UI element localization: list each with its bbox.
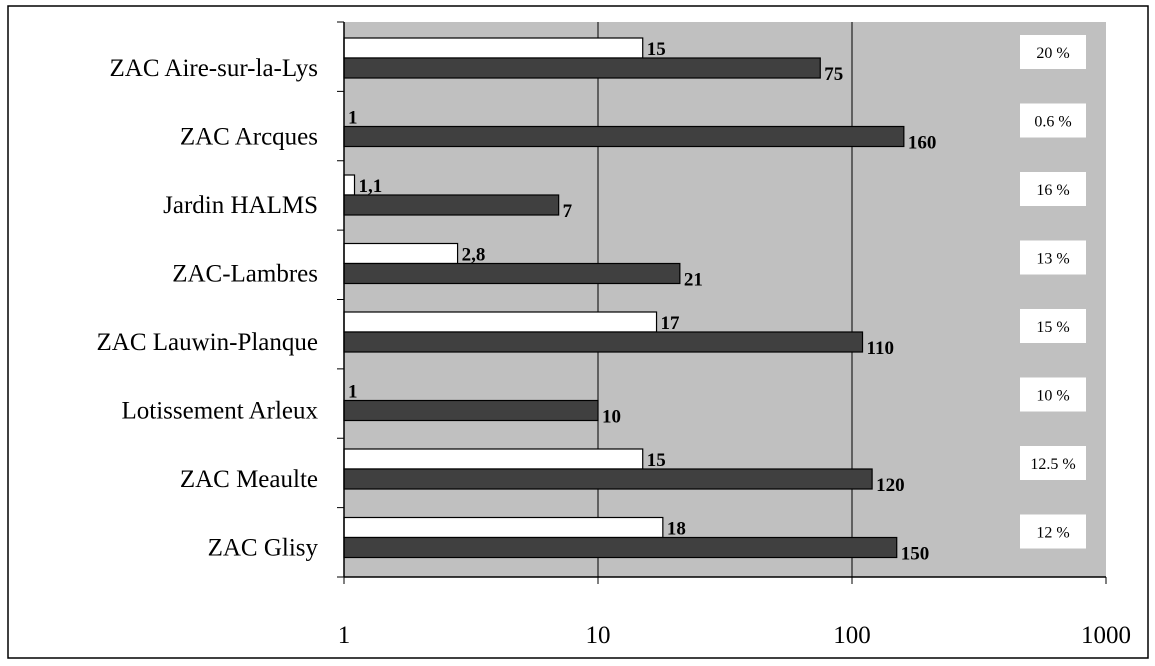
value-label-dark-2: 160 (908, 133, 937, 154)
category-label-2: ZAC Arcques (180, 124, 318, 151)
bar-light-8 (343, 516, 664, 539)
value-label-dark-8: 150 (901, 544, 930, 565)
value-label-light-7: 15 (647, 450, 666, 471)
bar-dark-2 (343, 125, 905, 148)
category-label-4: ZAC-Lambres (172, 261, 318, 288)
category-label-7: ZAC Meaulte (180, 466, 318, 493)
category-label-8: ZAC Glisy (208, 535, 319, 562)
percent-label-8: 12 % (1036, 525, 1069, 542)
bar-dark-1 (343, 57, 821, 79)
value-label-dark-3: 7 (563, 201, 573, 222)
percent-box-3 (1020, 172, 1086, 206)
percent-box-8 (1020, 514, 1086, 549)
category-label-5: ZAC Lauwin-Planque (97, 329, 318, 356)
percent-box-4 (1020, 240, 1086, 275)
percent-box-7 (1020, 446, 1086, 480)
percent-boxes: 20 % 0.6 % 16 % 13 % 15 % 10 % 12.5 % 12 % (1020, 35, 1086, 549)
bar-dark-7 (343, 468, 873, 490)
bar-dark-4 (343, 262, 681, 285)
bar-light-4 (343, 242, 459, 265)
bar-light-1 (343, 37, 644, 59)
value-label-light-2: 1 (348, 108, 358, 129)
category-label-1: ZAC Aire-sur-la-Lys (110, 55, 318, 82)
value-label-light-6: 1 (348, 382, 358, 403)
plot-area (344, 22, 1106, 577)
bar-dark-8 (343, 536, 898, 559)
value-label-light-3: 1,1 (359, 176, 383, 197)
x-tick-label-1000: 1000 (1081, 622, 1131, 649)
x-tick-label-1: 1 (338, 622, 351, 649)
bar-light-7 (343, 448, 644, 470)
value-label-light-1: 15 (647, 39, 666, 60)
value-label-dark-5: 110 (867, 338, 894, 359)
percent-box-2 (1020, 103, 1086, 138)
percent-box-5 (1020, 309, 1086, 343)
category-label-3: Jardin HALMS (163, 192, 318, 219)
percent-label-7: 12.5 % (1030, 456, 1075, 473)
bar-dark-6 (343, 399, 599, 422)
value-label-dark-6: 10 (602, 407, 621, 428)
value-label-dark-4: 21 (684, 270, 703, 291)
percent-label-2: 0.6 % (1034, 114, 1071, 131)
bar-light-5 (343, 311, 658, 333)
x-tick-label-10: 10 (586, 622, 611, 649)
value-label-dark-7: 120 (876, 475, 905, 496)
value-label-light-5: 17 (661, 313, 681, 334)
percent-box-1 (1020, 35, 1086, 69)
percent-label-4: 13 % (1036, 251, 1069, 268)
x-tick-labels: 1 10 100 1000 (338, 622, 1131, 649)
bar-dark-3 (343, 194, 560, 216)
category-label-6: Lotissement Arleux (122, 398, 319, 425)
bars (343, 37, 905, 559)
axes (337, 21, 1107, 584)
value-label-light-4: 2,8 (462, 245, 486, 266)
value-label-dark-1: 75 (824, 64, 843, 85)
percent-box-6 (1020, 377, 1086, 412)
x-tick-label-100: 100 (833, 622, 871, 649)
bar-dark-5 (343, 331, 864, 353)
percent-label-5: 15 % (1036, 319, 1069, 336)
category-labels: ZAC Aire-sur-la-Lys ZAC Arcques Jardin HAL… (97, 55, 319, 562)
percent-label-1: 20 % (1036, 45, 1069, 62)
percent-label-6: 10 % (1036, 388, 1069, 405)
value-label-light-8: 18 (667, 519, 686, 540)
percent-label-3: 16 % (1036, 182, 1069, 199)
bar-light-3 (343, 174, 356, 196)
